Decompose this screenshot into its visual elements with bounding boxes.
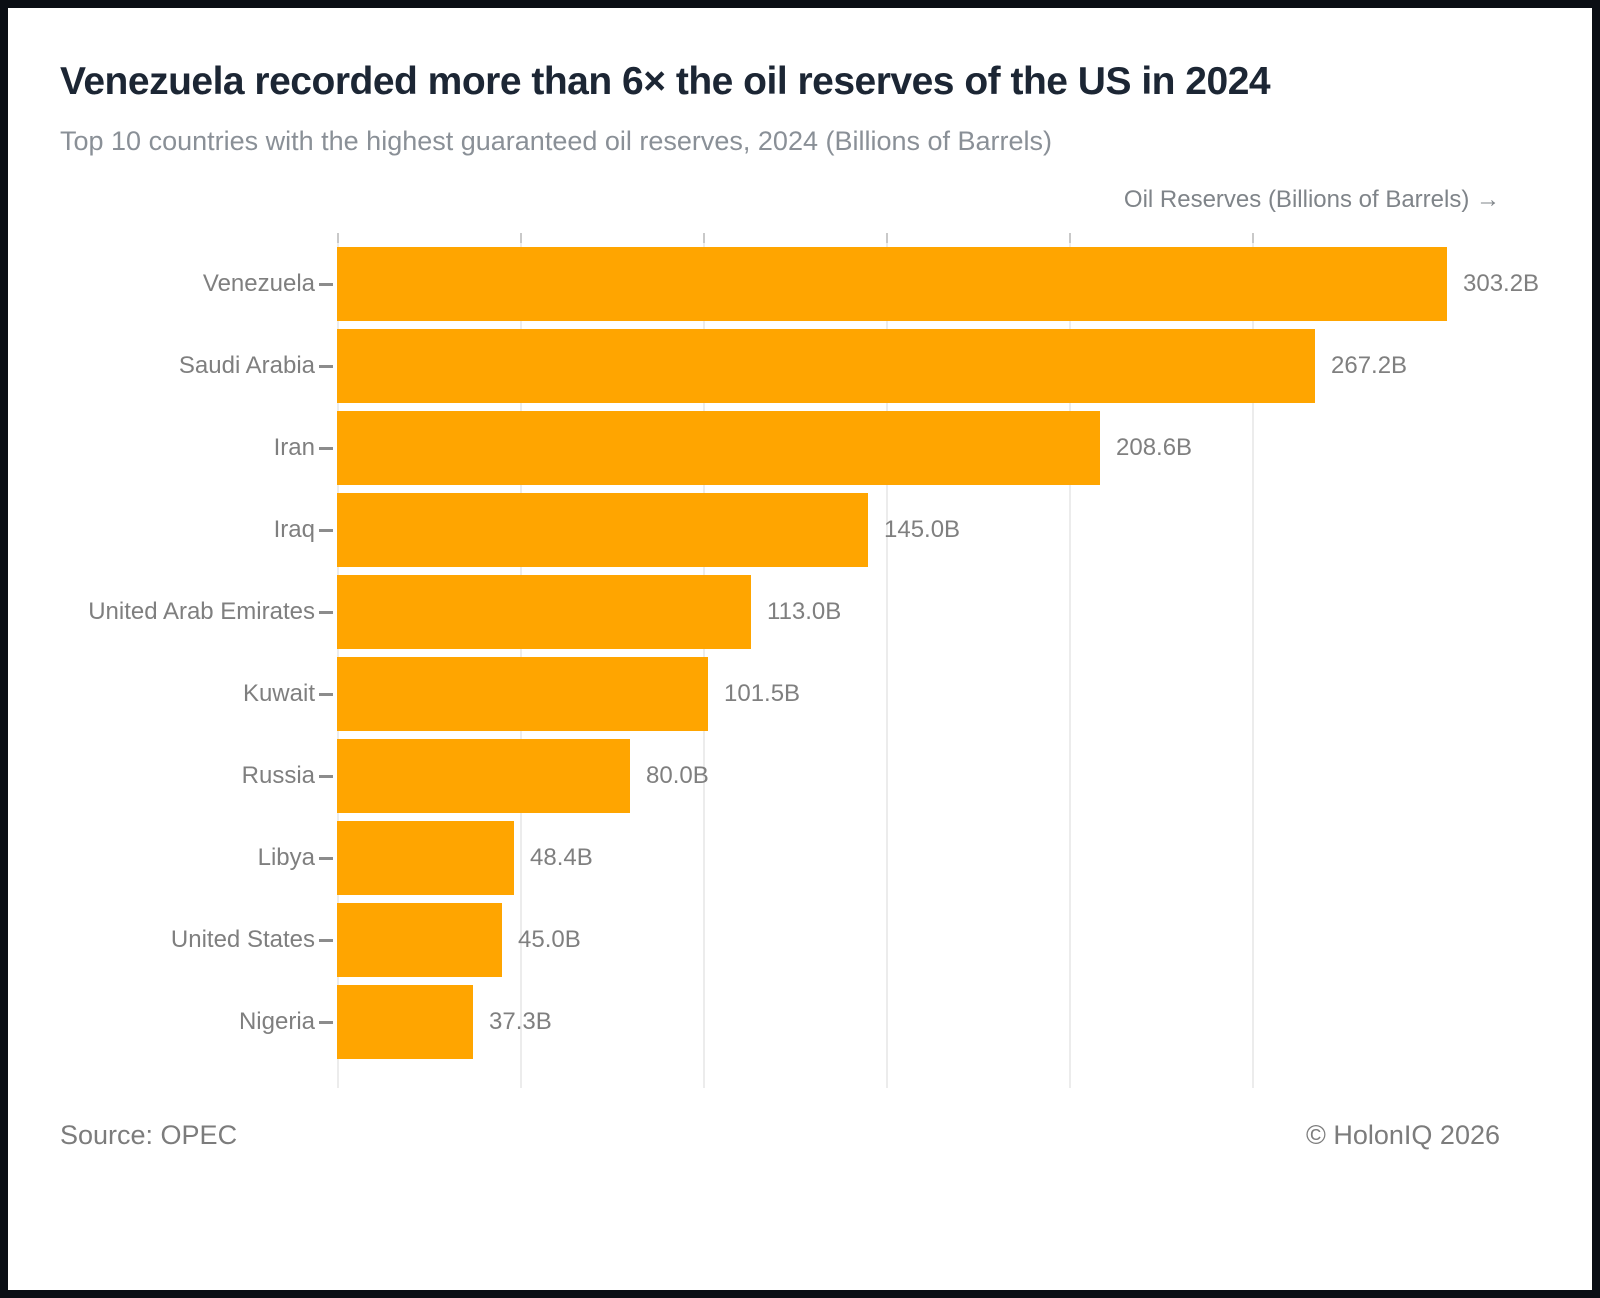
value-label: 208.6B — [1116, 434, 1193, 461]
x-axis-tick — [520, 233, 522, 243]
bar-row: Nigeria 37.3B — [239, 981, 1508, 1063]
bar-row: Russia 80.0B — [242, 735, 1508, 817]
bar-russia — [337, 739, 630, 813]
country-label: Libya — [257, 844, 315, 871]
bar-row: United Arab Emirates 113.0B — [88, 571, 1508, 653]
bar-row: Iran 208.6B — [274, 407, 1508, 489]
value-label: 45.0B — [518, 926, 581, 953]
bar-iran — [337, 411, 1100, 485]
country-label: Iran — [273, 434, 315, 461]
gridline — [1069, 243, 1071, 1088]
country-label: Iraq — [273, 516, 315, 543]
gridline — [886, 243, 888, 1088]
value-label: 48.4B — [530, 844, 593, 871]
bar-row: United States 45.0B — [171, 899, 1508, 981]
country-label: Kuwait — [242, 680, 315, 707]
country-label: Nigeria — [238, 1008, 315, 1035]
y-axis-tick — [319, 283, 333, 286]
bar-iraq — [337, 493, 868, 567]
value-label: 113.0B — [767, 598, 842, 625]
bar-chart: Venezuela 303.2B Saudi Arabia 267.2B Iran 208… — [88, 233, 1539, 1088]
chart-title: Venezuela recorded more than 6× the oil … — [60, 60, 1271, 103]
y-axis-tick — [319, 693, 333, 696]
country-label: Russia — [241, 762, 315, 789]
country-label: United States — [170, 926, 315, 953]
bar-row: Libya 48.4B — [258, 817, 1508, 899]
country-label: Venezuela — [202, 270, 315, 297]
y-axis-tick — [319, 529, 333, 532]
value-label: 303.2B — [1463, 270, 1540, 297]
value-label: 37.3B — [489, 1008, 552, 1035]
bar-row: Iraq 145.0B — [274, 489, 1508, 571]
y-axis-tick — [319, 365, 333, 368]
x-axis-tick — [886, 233, 888, 243]
bar-row: Venezuela 303.2B — [203, 243, 1539, 325]
value-label: 80.0B — [646, 762, 709, 789]
x-axis-tick — [703, 233, 705, 243]
x-axis-title: Oil Reserves (Billions of Barrels) → — [1123, 186, 1500, 213]
value-label: 145.0B — [884, 516, 961, 543]
country-label: United Arab Emirates — [88, 598, 315, 625]
gridline — [1252, 243, 1254, 1088]
bar-united-arab-emirates — [337, 575, 751, 649]
bar-libya — [337, 821, 514, 895]
copyright-note: © HolonIQ 2026 — [1305, 1120, 1500, 1150]
y-axis-tick — [319, 447, 333, 450]
country-label: Saudi Arabia — [178, 352, 315, 379]
value-label: 267.2B — [1331, 352, 1408, 379]
bar-row: Kuwait 101.5B — [243, 653, 1508, 735]
x-axis-tick — [1069, 233, 1071, 243]
y-axis-tick — [319, 1021, 333, 1024]
bar-united-states — [337, 903, 502, 977]
source-note: Source: OPEC — [60, 1120, 238, 1150]
bar-kuwait — [337, 657, 708, 731]
bar-venezuela — [337, 247, 1447, 321]
y-axis-tick — [319, 775, 333, 778]
x-axis-tick — [337, 233, 339, 243]
y-axis-tick — [319, 857, 333, 860]
bar-nigeria — [337, 985, 473, 1059]
chart-footer: Source: OPEC © HolonIQ 2026 — [60, 1120, 1500, 1151]
bar-saudi-arabia — [337, 329, 1315, 403]
bar-row: Saudi Arabia 267.2B — [179, 325, 1508, 407]
value-label: 101.5B — [724, 680, 801, 707]
y-axis-tick — [319, 939, 333, 942]
chart-subtitle: Top 10 countries with the highest guaran… — [60, 126, 1053, 156]
x-axis-tick — [1252, 233, 1254, 243]
y-axis-tick — [319, 611, 333, 614]
